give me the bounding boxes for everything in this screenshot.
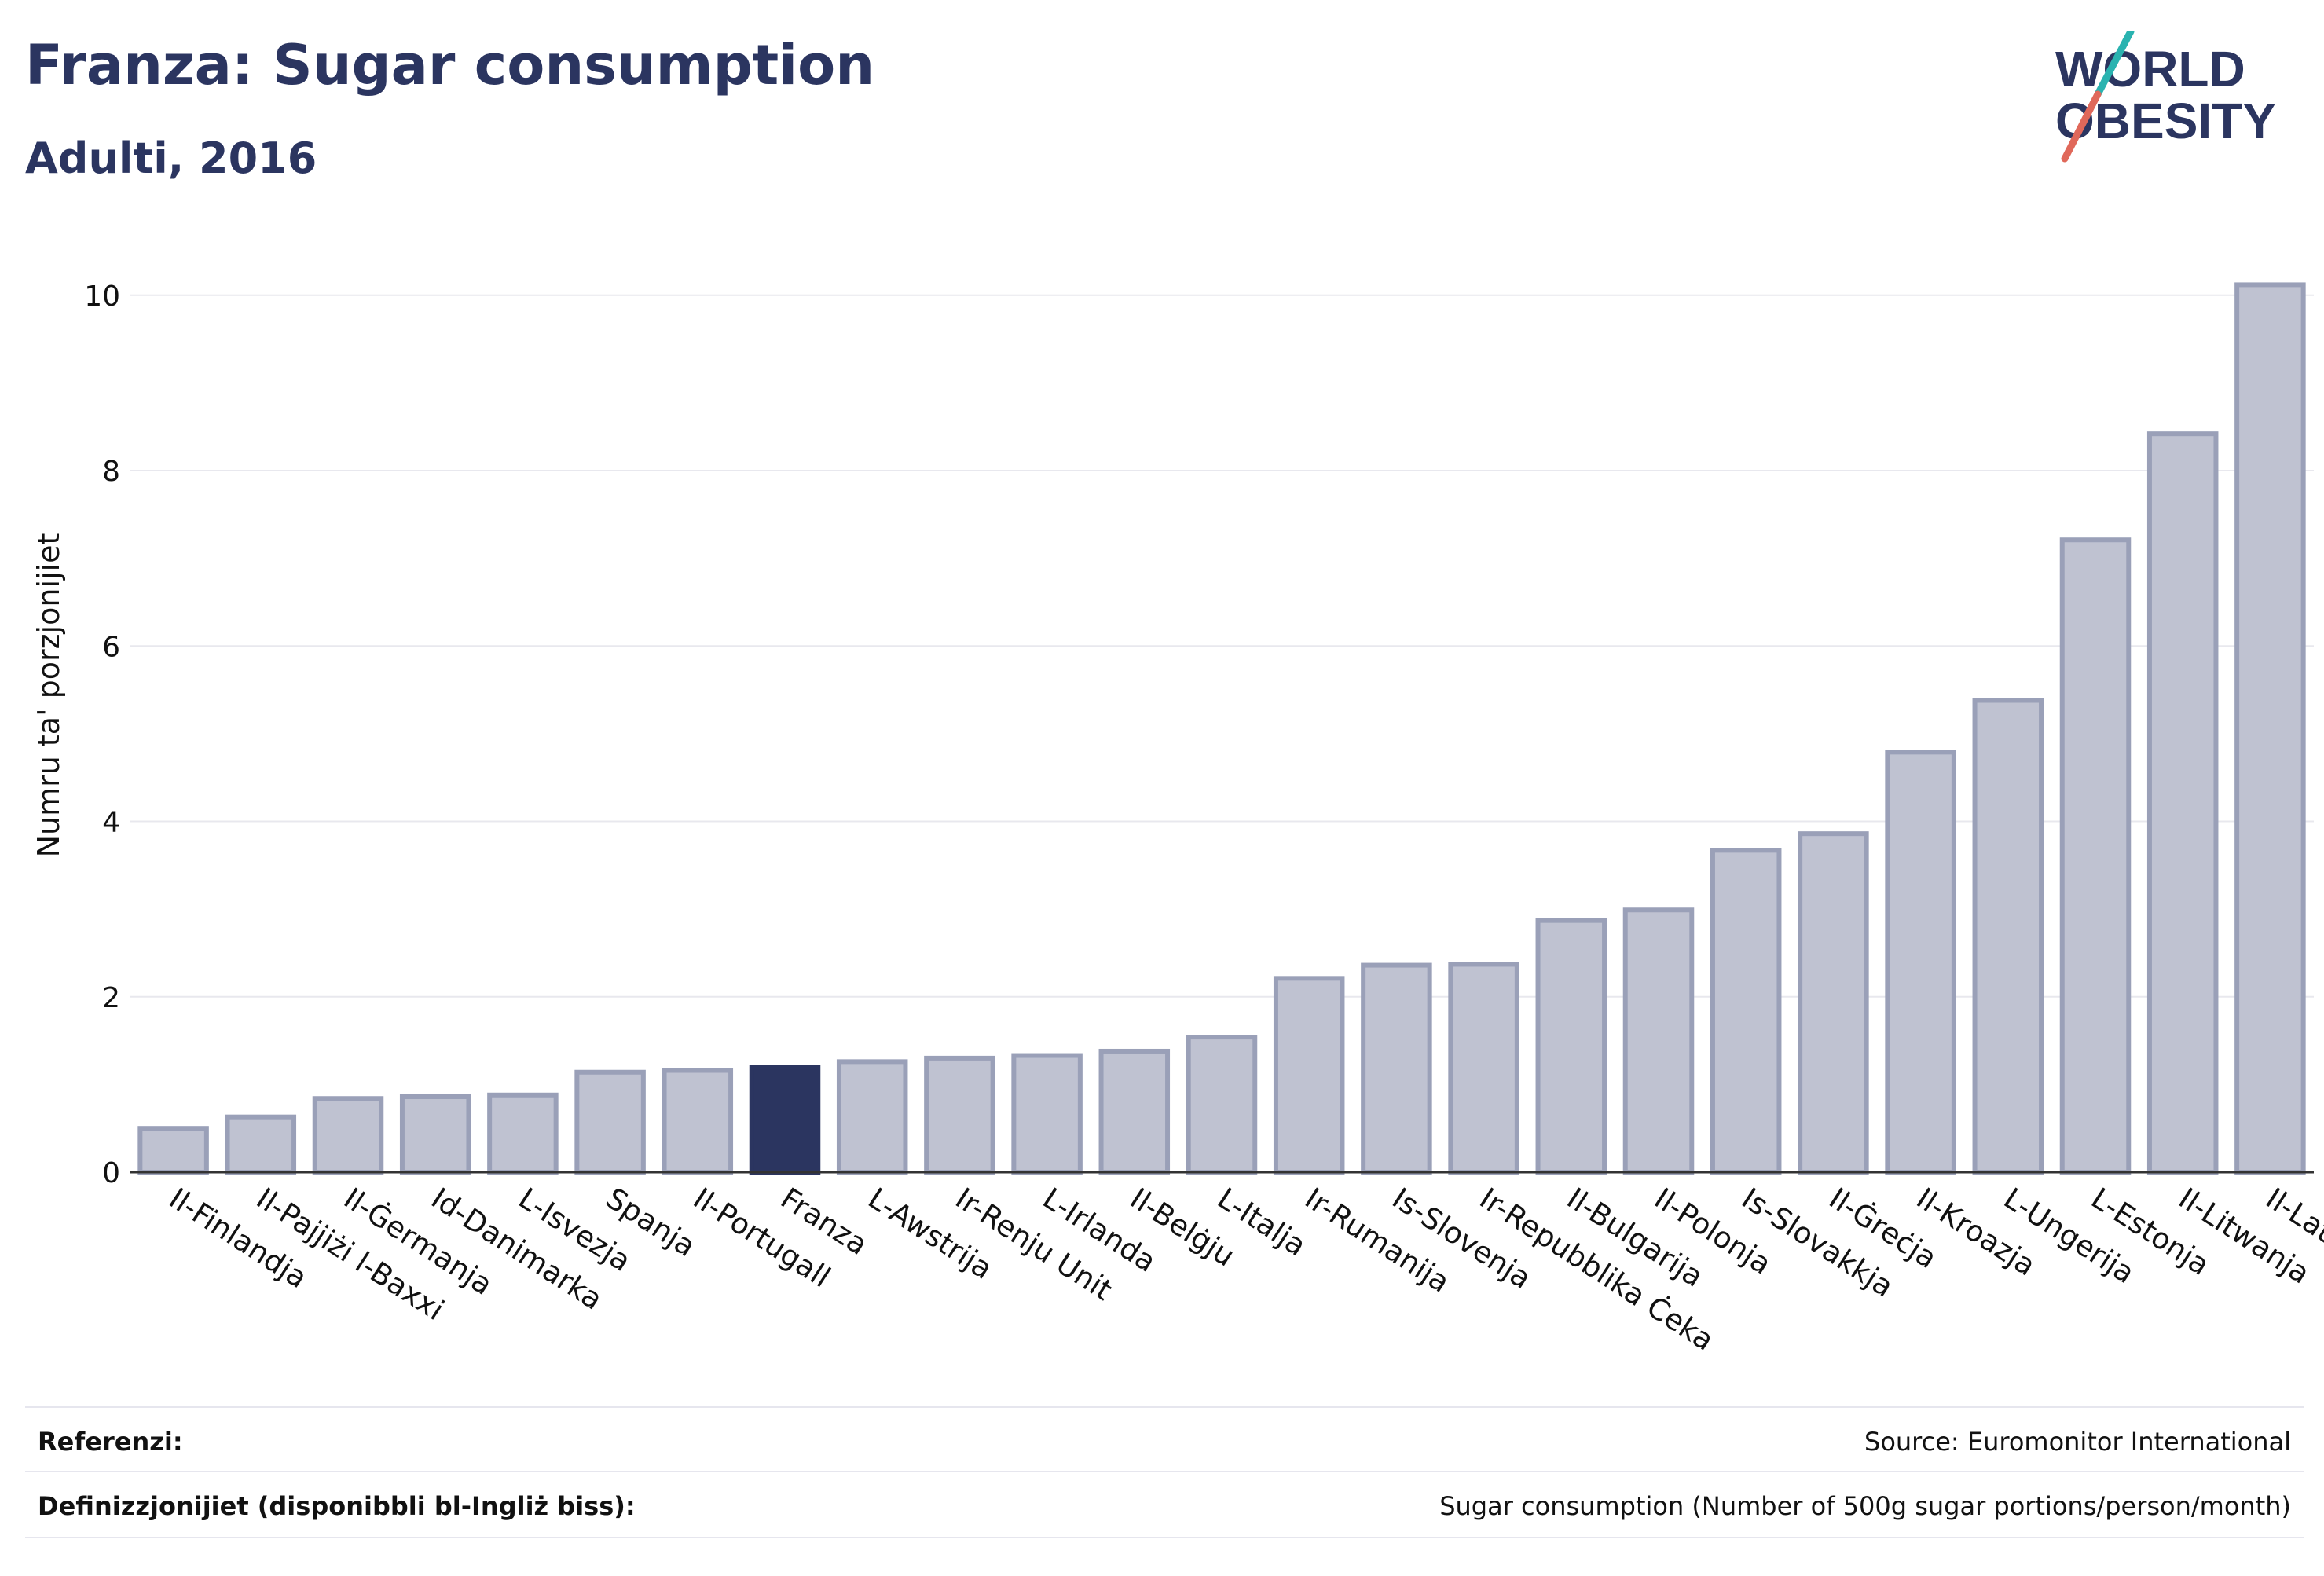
references-value: Source: Euromonitor International (1864, 1427, 2291, 1457)
bar-franza (749, 1065, 821, 1175)
y-tick-label: 8 (102, 456, 120, 488)
bar-is-slovakkja (1710, 848, 1782, 1175)
bar-il-polonja (1622, 907, 1695, 1175)
bar-l-isvezja (487, 1092, 559, 1175)
bar-il-litwanja (2146, 431, 2219, 1175)
bar-id-danimarka (399, 1094, 471, 1175)
y-tick-label: 4 (102, 807, 120, 839)
y-tick-label: 10 (84, 280, 120, 313)
bar-il-latvja (2234, 282, 2306, 1175)
bar-l-irlanda (1011, 1053, 1083, 1175)
definitions-row: Definizzjonijiet (disponibbli bl-Ingliż … (25, 1471, 2304, 1538)
bar-l-awstrija (836, 1059, 908, 1175)
y-axis-label: Numru ta' porzjonijiet (31, 533, 66, 858)
bar-il-kroazja (1885, 750, 1956, 1175)
bar-il-portugall (662, 1068, 734, 1175)
y-tick-label: 2 (102, 982, 120, 1014)
bar-ir-repubblika-eka (1448, 962, 1519, 1175)
page-title: Franza: Sugar consumption (25, 33, 875, 97)
bar-l-estonja (2059, 537, 2132, 1175)
references-label: Referenzi: (38, 1427, 183, 1457)
bar-l-ungerija (1972, 698, 2044, 1175)
y-tick-labels: 0 2 4 6 8 10 (84, 280, 120, 1189)
bar-il-bulgarija (1535, 918, 1607, 1175)
bar-ir-renju-unit (924, 1055, 995, 1175)
bar-is-slovenja (1361, 962, 1432, 1175)
bar-il-ermanja (312, 1096, 384, 1175)
bars (137, 282, 2306, 1175)
definitions-value: Sugar consumption (Number of 500g sugar … (1439, 1491, 2291, 1521)
y-tick-label: 0 (102, 1157, 120, 1189)
references-row: Referenzi: Source: Euromonitor Internati… (25, 1406, 2304, 1472)
bar-spanja (574, 1069, 646, 1175)
logo-line1: WORLD (2055, 41, 2245, 97)
bar-il-bel-ju (1098, 1048, 1171, 1175)
y-tick-label: 6 (102, 631, 120, 663)
bar-il-pajji-i-l-baxxi (225, 1114, 297, 1175)
bar-il-re-ja (1798, 831, 1869, 1175)
world-obesity-logo: WORLD OBESITY (2055, 31, 2276, 163)
bar-l-italja (1186, 1035, 1258, 1175)
logo-accent-teal (2094, 31, 2135, 98)
definitions-label: Definizzjonijiet (disponibbli bl-Ingliż … (38, 1491, 636, 1521)
bar-ir-rumanija (1273, 976, 1345, 1175)
page-subtitle: Adulti, 2016 (25, 134, 317, 183)
logo-accent-red (2061, 90, 2102, 163)
bar-il-finlandja (137, 1126, 209, 1175)
